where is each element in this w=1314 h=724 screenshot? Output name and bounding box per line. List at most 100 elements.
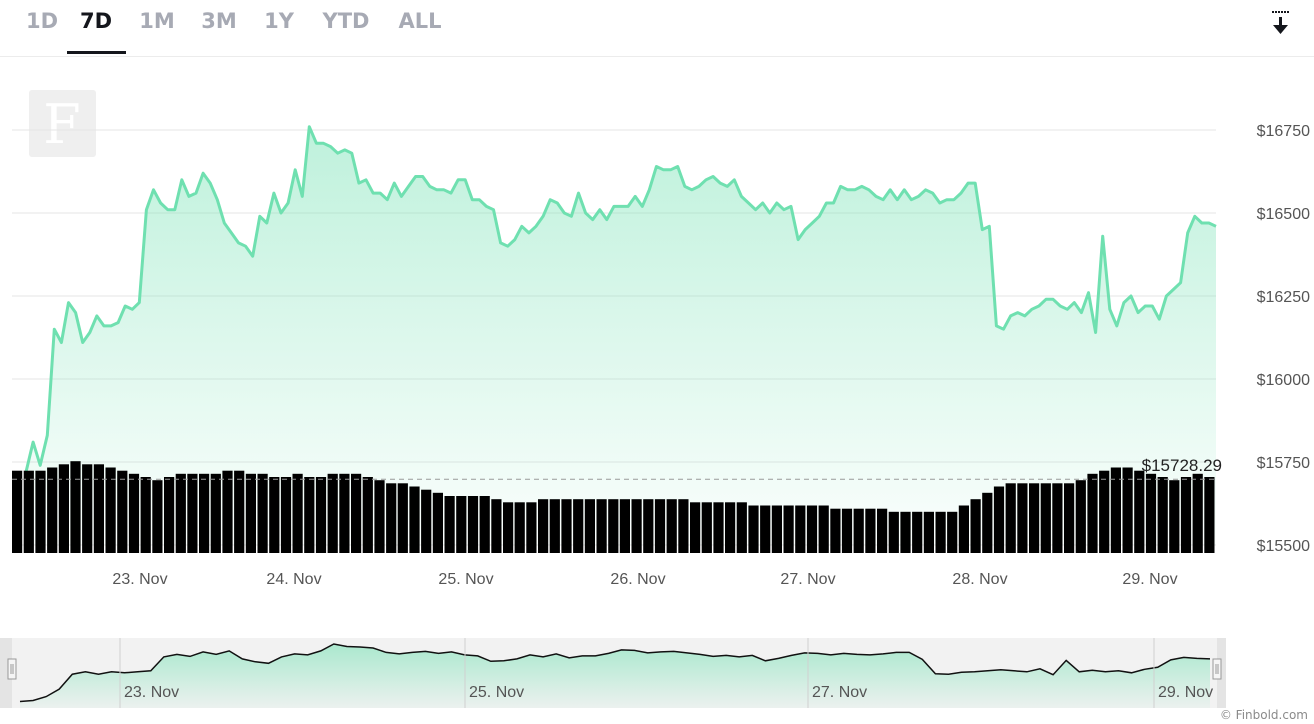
- y-tick-label: $16500: [1257, 206, 1310, 223]
- volume-bar: [526, 502, 537, 553]
- volume-bar: [222, 470, 233, 553]
- price-area: [24, 125, 1217, 545]
- volume-bar: [1040, 483, 1051, 553]
- current-price-marker: $15728.29: [12, 456, 1222, 480]
- navigator[interactable]: 23. Nov 25. Nov 27. Nov 29. Nov: [0, 638, 1226, 708]
- volume-bar: [900, 511, 911, 553]
- range-selector-bar: 1D 7D 1M 3M 1Y YTD ALL: [0, 0, 1314, 57]
- volume-bar: [666, 499, 677, 553]
- x-tick-label: 27. Nov: [780, 571, 835, 588]
- volume-bar: [269, 477, 280, 553]
- volume-bar: [1204, 477, 1215, 553]
- volume-bar: [386, 483, 397, 553]
- volume-bar: [304, 477, 315, 553]
- volume-bar: [503, 502, 514, 553]
- volume-bar: [444, 496, 455, 553]
- volume-bar: [760, 505, 771, 553]
- volume-bar: [643, 499, 654, 553]
- navigator-tick-label: 27. Nov: [812, 684, 867, 701]
- volume-bar: [245, 473, 256, 553]
- volume-bar: [1169, 480, 1180, 553]
- download-menu-icon[interactable]: [1267, 8, 1295, 38]
- volume-bar: [339, 473, 350, 553]
- volume-bar: [993, 486, 1005, 553]
- volume-bar: [549, 499, 560, 553]
- volume-bar: [1087, 473, 1098, 553]
- volume-bar: [806, 505, 818, 553]
- volume-bar: [374, 480, 385, 553]
- volume-bar: [1075, 480, 1086, 553]
- volume-bar: [105, 467, 116, 553]
- volume-bar: [783, 505, 794, 553]
- volume-bar: [491, 499, 502, 553]
- volume-bar: [409, 486, 420, 553]
- volume-bar: [830, 508, 841, 553]
- volume-bar: [1005, 483, 1016, 553]
- volume-bar: [257, 473, 268, 553]
- volume-bar: [292, 473, 303, 553]
- y-tick-label: $16000: [1257, 372, 1310, 389]
- volume-bar: [280, 477, 292, 553]
- navigator-tick-label: 29. Nov: [1158, 684, 1213, 701]
- volume-bar: [771, 505, 782, 553]
- volume-bar: [654, 499, 666, 553]
- volume-bar: [432, 492, 443, 553]
- volume-bar: [865, 508, 876, 553]
- volume-bar: [573, 499, 584, 553]
- volume-bar: [795, 505, 806, 553]
- volume-bar: [397, 483, 408, 553]
- volume-bar: [35, 470, 46, 553]
- navigator-series: [19, 643, 1211, 708]
- volume-bar: [1052, 483, 1063, 553]
- navigator-right-handle[interactable]: [1212, 658, 1222, 680]
- volume-bar: [853, 508, 864, 553]
- volume-bar: [351, 473, 362, 553]
- volume-bar: [538, 499, 549, 553]
- volume-bar: [199, 473, 210, 553]
- x-tick-label: 26. Nov: [610, 571, 665, 588]
- range-tab-1m[interactable]: 1M: [139, 9, 175, 33]
- volume-bar: [701, 502, 712, 553]
- price-area-fill: [26, 126, 1216, 545]
- volume-bar: [584, 499, 595, 553]
- volume-bar: [888, 511, 899, 553]
- x-tick-label: 28. Nov: [952, 571, 1007, 588]
- volume-bar: [1134, 470, 1145, 553]
- price-line: [24, 125, 1217, 473]
- volume-bar: [1029, 483, 1040, 553]
- volume-bar: [187, 473, 198, 553]
- active-tab-underline: [67, 51, 126, 54]
- volume-bar: [23, 470, 34, 553]
- y-tick-label: $16250: [1257, 289, 1310, 306]
- volume-bar: [678, 499, 689, 553]
- volume-bar: [70, 461, 81, 553]
- range-tab-ytd[interactable]: YTD: [322, 9, 370, 33]
- volume-bar: [82, 464, 93, 553]
- volume-bar: [725, 502, 736, 553]
- navigator-left-handle[interactable]: [7, 658, 17, 680]
- current-price-label: $15728.29: [1142, 456, 1222, 475]
- volume-bar: [234, 470, 245, 553]
- volume-bar: [164, 477, 175, 553]
- volume-bars: [12, 461, 1215, 553]
- range-tab-all[interactable]: ALL: [398, 9, 442, 33]
- volume-bar: [736, 502, 747, 553]
- volume-bar: [877, 508, 888, 553]
- navigator-line: [19, 643, 1211, 703]
- volume-bar: [1017, 483, 1028, 553]
- x-tick-label: 24. Nov: [266, 571, 321, 588]
- volume-bar: [1145, 473, 1157, 553]
- range-tab-1y[interactable]: 1Y: [264, 9, 294, 33]
- volume-bar: [619, 499, 630, 553]
- volume-bar: [175, 473, 186, 553]
- x-axis: 23. Nov 24. Nov 25. Nov 26. Nov 27. Nov 28. N…: [112, 571, 1177, 588]
- credit-text: © Finbold.com: [1219, 708, 1308, 722]
- range-tab-1d[interactable]: 1D: [26, 9, 59, 33]
- volume-bar: [362, 477, 373, 553]
- x-tick-label: 23. Nov: [112, 571, 167, 588]
- range-tab-7d[interactable]: 7D: [79, 9, 113, 33]
- range-tab-3m[interactable]: 3M: [201, 9, 237, 33]
- y-tick-label: $15750: [1257, 455, 1310, 472]
- volume-bar: [748, 505, 759, 553]
